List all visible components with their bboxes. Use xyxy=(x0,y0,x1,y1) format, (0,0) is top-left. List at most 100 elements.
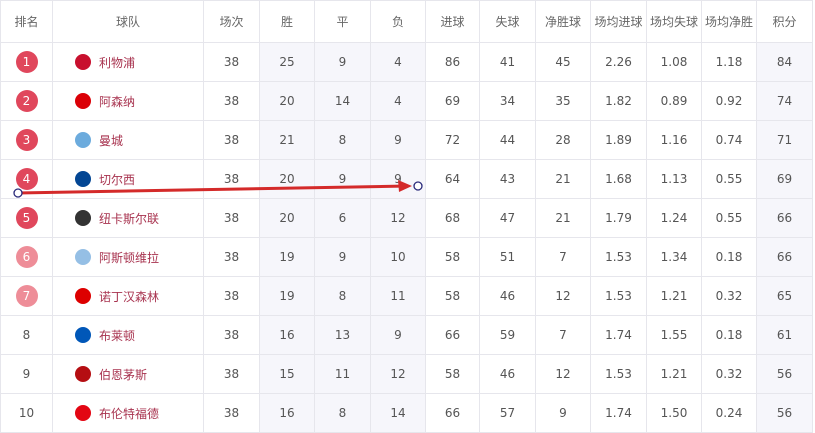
team-logo-icon xyxy=(75,249,91,265)
team-name-link[interactable]: 切尔西 xyxy=(99,172,136,187)
ga-cell: 34 xyxy=(479,81,536,121)
team-name-link[interactable]: 阿斯顿维拉 xyxy=(99,250,160,265)
column-header[interactable]: 场均失球 xyxy=(646,0,702,43)
gf-cell: 72 xyxy=(425,120,480,160)
rank-badge: 1 xyxy=(15,51,38,73)
gd-cell: 9 xyxy=(535,393,591,433)
column-header[interactable]: 负 xyxy=(370,0,426,43)
l-cell: 4 xyxy=(370,81,426,121)
avg-gf-cell: 1.79 xyxy=(590,198,647,238)
d-cell: 11 xyxy=(314,354,371,394)
w-cell: 16 xyxy=(259,315,315,355)
pts-cell: 84 xyxy=(756,42,813,82)
gf-cell: 86 xyxy=(425,42,480,82)
team-cell[interactable]: 伯恩茅斯 xyxy=(52,354,204,394)
column-header[interactable]: 球队 xyxy=(52,0,204,43)
gd-cell: 12 xyxy=(535,354,591,394)
column-header[interactable]: 失球 xyxy=(479,0,536,43)
rank-badge: 2 xyxy=(15,90,38,112)
team-cell[interactable]: 曼城 xyxy=(52,120,204,160)
team-name-link[interactable]: 利物浦 xyxy=(99,55,136,70)
team-cell[interactable]: 布伦特福德 xyxy=(52,393,204,433)
table-row[interactable]: 3 曼城 38 21 8 9 72 44 28 1.89 1.16 0.74 71 xyxy=(0,120,813,160)
w-cell: 19 xyxy=(259,276,315,316)
column-header[interactable]: 积分 xyxy=(756,0,813,43)
table-row[interactable]: 9 伯恩茅斯 38 15 11 12 58 46 12 1.53 1.21 0.32 56 xyxy=(0,354,813,394)
avg-gf-cell: 1.68 xyxy=(590,159,647,199)
gd-cell: 21 xyxy=(535,159,591,199)
avg-gf-cell: 1.74 xyxy=(590,393,647,433)
l-cell: 9 xyxy=(370,159,426,199)
gf-cell: 58 xyxy=(425,237,480,277)
gf-cell: 64 xyxy=(425,159,480,199)
played-cell: 38 xyxy=(203,354,260,394)
team-cell[interactable]: 诺丁汉森林 xyxy=(52,276,204,316)
table-row[interactable]: 10 布伦特福德 38 16 8 14 66 57 9 1.74 1.50 0.24 56 xyxy=(0,393,813,433)
ga-cell: 47 xyxy=(479,198,536,238)
ga-cell: 44 xyxy=(479,120,536,160)
team-logo-icon xyxy=(75,132,91,148)
column-header[interactable]: 场均进球 xyxy=(590,0,647,43)
l-cell: 9 xyxy=(370,120,426,160)
avg-gd-cell: 1.18 xyxy=(701,42,757,82)
column-header[interactable]: 平 xyxy=(314,0,371,43)
gf-cell: 66 xyxy=(425,315,480,355)
avg-gd-cell: 0.32 xyxy=(701,354,757,394)
d-cell: 6 xyxy=(314,198,371,238)
team-name-link[interactable]: 诺丁汉森林 xyxy=(99,289,160,304)
table-row[interactable]: 5 纽卡斯尔联 38 20 6 12 68 47 21 1.79 1.24 0.55 66 xyxy=(0,198,813,238)
table-row[interactable]: 1 利物浦 38 25 9 4 86 41 45 2.26 1.08 1.18 84 xyxy=(0,42,813,82)
avg-ga-cell: 1.21 xyxy=(646,354,702,394)
ga-cell: 59 xyxy=(479,315,536,355)
team-cell[interactable]: 利物浦 xyxy=(52,42,204,82)
gd-cell: 35 xyxy=(535,81,591,121)
team-name-link[interactable]: 布莱顿 xyxy=(99,328,136,343)
table-row[interactable]: 2 阿森纳 38 20 14 4 69 34 35 1.82 0.89 0.92 74 xyxy=(0,81,813,121)
ga-cell: 46 xyxy=(479,276,536,316)
l-cell: 11 xyxy=(370,276,426,316)
team-name-link[interactable]: 曼城 xyxy=(99,133,124,148)
team-name-link[interactable]: 纽卡斯尔联 xyxy=(99,211,160,226)
played-cell: 38 xyxy=(203,237,260,277)
team-name-link[interactable]: 阿森纳 xyxy=(99,94,136,109)
team-cell[interactable]: 切尔西 xyxy=(52,159,204,199)
played-cell: 38 xyxy=(203,198,260,238)
avg-gf-cell: 1.53 xyxy=(590,237,647,277)
column-header[interactable]: 排名 xyxy=(0,0,53,43)
column-header[interactable]: 净胜球 xyxy=(535,0,591,43)
ga-cell: 46 xyxy=(479,354,536,394)
played-cell: 38 xyxy=(203,393,260,433)
team-cell[interactable]: 阿斯顿维拉 xyxy=(52,237,204,277)
avg-ga-cell: 1.24 xyxy=(646,198,702,238)
table-row[interactable]: 8 布莱顿 38 16 13 9 66 59 7 1.74 1.55 0.18 61 xyxy=(0,315,813,355)
rank-cell: 2 xyxy=(0,81,53,121)
avg-ga-cell: 1.21 xyxy=(646,276,702,316)
d-cell: 8 xyxy=(314,393,371,433)
table-row[interactable]: 6 阿斯顿维拉 38 19 9 10 58 51 7 1.53 1.34 0.18 66 xyxy=(0,237,813,277)
column-header[interactable]: 场均净胜 xyxy=(701,0,757,43)
team-cell[interactable]: 纽卡斯尔联 xyxy=(52,198,204,238)
w-cell: 20 xyxy=(259,159,315,199)
team-cell[interactable]: 阿森纳 xyxy=(52,81,204,121)
column-header[interactable]: 进球 xyxy=(425,0,480,43)
avg-gd-cell: 0.55 xyxy=(701,159,757,199)
team-cell[interactable]: 布莱顿 xyxy=(52,315,204,355)
table-row[interactable]: 4 切尔西 38 20 9 9 64 43 21 1.68 1.13 0.55 69 xyxy=(0,159,813,199)
avg-ga-cell: 1.08 xyxy=(646,42,702,82)
rank-badge: 8 xyxy=(22,328,31,342)
d-cell: 8 xyxy=(314,120,371,160)
l-cell: 12 xyxy=(370,198,426,238)
avg-gd-cell: 0.74 xyxy=(701,120,757,160)
team-name-link[interactable]: 伯恩茅斯 xyxy=(99,367,148,382)
avg-gf-cell: 1.82 xyxy=(590,81,647,121)
d-cell: 9 xyxy=(314,237,371,277)
team-name-link[interactable]: 布伦特福德 xyxy=(99,406,160,421)
table-row[interactable]: 7 诺丁汉森林 38 19 8 11 58 46 12 1.53 1.21 0.32 65 xyxy=(0,276,813,316)
column-header[interactable]: 胜 xyxy=(259,0,315,43)
w-cell: 20 xyxy=(259,198,315,238)
w-cell: 15 xyxy=(259,354,315,394)
avg-gd-cell: 0.92 xyxy=(701,81,757,121)
column-header[interactable]: 场次 xyxy=(203,0,260,43)
avg-ga-cell: 1.13 xyxy=(646,159,702,199)
w-cell: 19 xyxy=(259,237,315,277)
